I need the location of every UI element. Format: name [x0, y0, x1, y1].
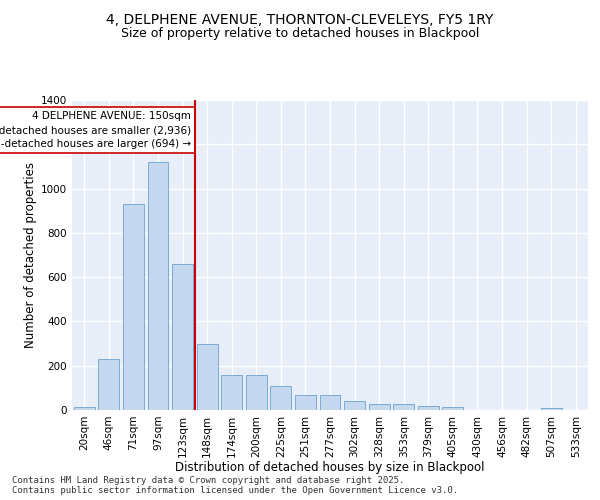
Bar [442, 406, 463, 410]
Bar [295, 394, 316, 410]
Text: 4 DELPHENE AVENUE: 150sqm
← 81% of detached houses are smaller (2,936)
19% of se: 4 DELPHENE AVENUE: 150sqm ← 81% of detac… [0, 111, 191, 149]
Bar [271, 386, 292, 410]
Bar [98, 359, 119, 410]
Bar [320, 394, 340, 410]
Text: 4, DELPHENE AVENUE, THORNTON-CLEVELEYS, FY5 1RY: 4, DELPHENE AVENUE, THORNTON-CLEVELEYS, … [106, 12, 494, 26]
Bar [74, 406, 95, 410]
Bar [148, 162, 169, 410]
Bar [368, 404, 389, 410]
Bar [123, 204, 144, 410]
Bar [344, 401, 365, 410]
Bar [541, 408, 562, 410]
X-axis label: Distribution of detached houses by size in Blackpool: Distribution of detached houses by size … [175, 461, 485, 474]
Text: Size of property relative to detached houses in Blackpool: Size of property relative to detached ho… [121, 28, 479, 40]
Text: Contains HM Land Registry data © Crown copyright and database right 2025.
Contai: Contains HM Land Registry data © Crown c… [12, 476, 458, 495]
Bar [393, 404, 414, 410]
Bar [418, 406, 439, 410]
Bar [246, 374, 267, 410]
Y-axis label: Number of detached properties: Number of detached properties [24, 162, 37, 348]
Bar [197, 344, 218, 410]
Bar [221, 374, 242, 410]
Bar [172, 264, 193, 410]
